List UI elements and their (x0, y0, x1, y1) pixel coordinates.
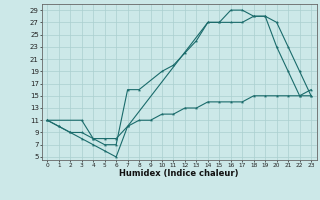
X-axis label: Humidex (Indice chaleur): Humidex (Indice chaleur) (119, 169, 239, 178)
